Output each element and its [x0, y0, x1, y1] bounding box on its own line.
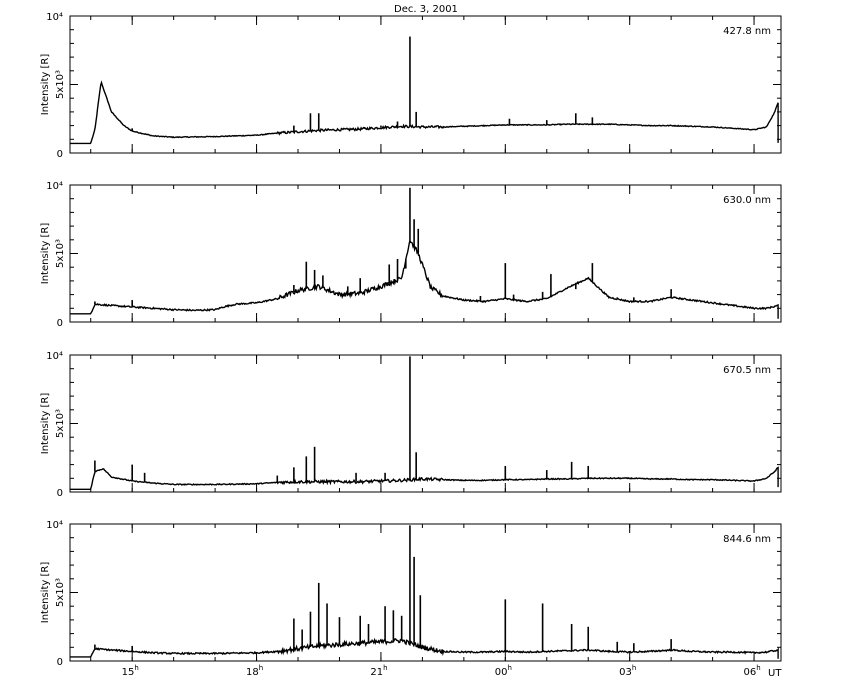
x-tick-label: 18h [246, 664, 263, 678]
y-tick-label: 5x10³ [55, 239, 66, 268]
panel-427-8nm: 0 10⁴ 5x10³ Intensity [R] 427.8 nm [40, 12, 782, 160]
x-tick-label-unit: h [383, 664, 387, 672]
wavelength-label: 670.5 nm [723, 365, 771, 376]
y-axis-label: Intensity [R] [40, 562, 51, 624]
y-tick-label: 0 [57, 488, 63, 499]
wavelength-label: 630.0 nm [723, 195, 771, 206]
x-tick-label: 00h [495, 664, 512, 678]
y-tick-label: 10⁴ [46, 12, 63, 23]
x-tick-label-unit: h [259, 664, 263, 672]
y-tick-label: 5x10³ [55, 70, 66, 99]
y-tick-label: 5x10³ [55, 409, 66, 438]
y-tick-label: 10⁴ [46, 181, 63, 192]
series-line [70, 637, 779, 659]
series-line [70, 237, 779, 319]
panel-630-0nm: 0 10⁴ 5x10³ Intensity [R] 630.0 nm [40, 181, 782, 329]
y-tick-label: 0 [57, 318, 63, 329]
figure-title: Dec. 3, 2001 [394, 4, 458, 15]
series-line [70, 466, 779, 490]
wavelength-label: 427.8 nm [723, 26, 771, 37]
y-axis-label: Intensity [R] [40, 223, 51, 285]
x-tick-label-unit: h [134, 664, 138, 672]
x-tick-label: 03h [619, 664, 636, 678]
x-tick-label-unit: h [507, 664, 511, 672]
x-tick-label: 06h [743, 664, 760, 678]
y-tick-label: 0 [57, 149, 63, 160]
y-axis-label: Intensity [R] [40, 393, 51, 455]
y-tick-label: 10⁴ [46, 351, 63, 362]
plot-frame [69, 15, 782, 154]
x-axis-unit-label: UT [768, 668, 782, 679]
wavelength-label: 844.6 nm [723, 534, 771, 545]
y-axis-label: Intensity [R] [40, 54, 51, 116]
x-tick-label-unit: h [756, 664, 760, 672]
panel-844-6nm: 0 10⁴ 5x10³ Intensity [R] 844.6 nm 15h 18h 21h 0… [40, 520, 782, 678]
x-tick-label-unit: h [632, 664, 636, 672]
y-tick-label: 5x10³ [55, 578, 66, 607]
plot-frame [69, 184, 782, 323]
y-tick-label: 10⁴ [46, 520, 63, 531]
series-line [70, 80, 779, 145]
plot-frame [69, 523, 782, 662]
x-tick-label: 15h [122, 664, 139, 678]
x-tick-label: 21h [370, 664, 387, 678]
plot-frame [69, 354, 782, 493]
panel-670-5nm: 0 10⁴ 5x10³ Intensity [R] 670.5 nm [40, 351, 782, 499]
y-tick-label: 0 [57, 657, 63, 668]
